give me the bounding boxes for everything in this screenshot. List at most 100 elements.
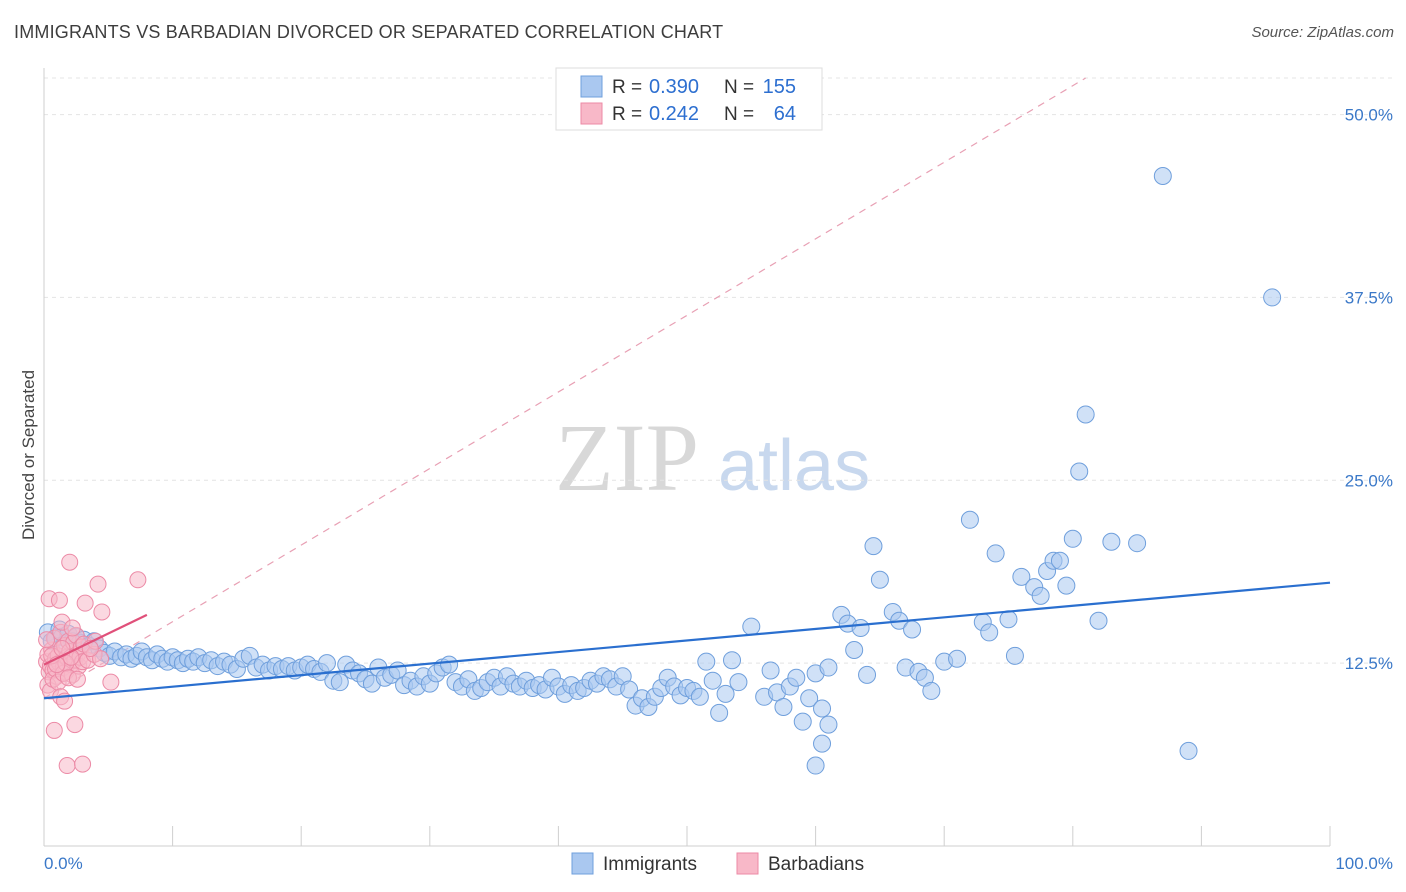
immigrants-point [1089,611,1108,630]
legend-immigrants-swatch [571,852,594,875]
watermark-zip: ZIP [555,404,699,511]
barbadians-n-label: N = [724,104,754,125]
barbadians-point [102,673,120,691]
immigrants-point [922,681,941,700]
stats-legend: R = 0.390 N = 155 R = 0.242 N = 64 [555,67,823,131]
immigrants-point [742,617,761,636]
immigrants-point [1070,462,1089,481]
x-tick-label-min: 0.0% [44,854,83,873]
immigrants-point [864,537,883,556]
immigrants-point [729,673,748,692]
immigrants-point [819,715,838,734]
barbadians-point [38,631,56,649]
immigrants-n-value: 155 [763,76,796,98]
immigrants-r-value: 0.390 [649,76,699,98]
legend-barbadians-swatch [736,852,759,875]
barbadians-point [92,650,110,668]
immigrants-point [980,623,999,642]
immigrants-point [710,703,729,722]
immigrants-point [703,671,722,690]
immigrants-point [986,544,1005,563]
chart-title: IMMIGRANTS VS BARBADIAN DIVORCED OR SEPA… [14,22,724,42]
trend-lines [43,581,1331,700]
y-tick-label: 12.5% [1345,654,1393,673]
y-axis-title: Divorced or Separated [19,370,38,540]
immigrants-point [1153,167,1172,186]
points-layer [38,167,1282,775]
legend-barbadians-label: Barbadians [768,854,864,875]
immigrants-point [999,610,1018,629]
barbadians-point [58,757,76,775]
barbadians-n-value: 64 [774,103,796,125]
immigrants-point [1128,534,1147,553]
immigrants-point [1263,288,1282,307]
immigrants-point [716,684,735,703]
immigrants-point [697,652,716,671]
immigrants-point [903,620,922,639]
immigrants-point [1057,576,1076,595]
source-label: Source: ZipAtlas.com [1251,24,1394,41]
immigrants-point [330,673,349,692]
immigrants-point [1005,646,1024,665]
immigrants-point [819,658,838,677]
immigrants-point [1050,551,1069,570]
immigrants-point [690,687,709,706]
y-tick-label: 50.0% [1345,106,1393,125]
immigrants-n-label: N = [724,77,754,98]
immigrants-point [858,665,877,684]
immigrants-point [723,651,742,670]
barbadians-trend-line [43,613,148,666]
immigrants-point [1076,405,1095,424]
reference-line [43,77,1086,699]
immigrants-point [851,619,870,638]
barbadians-point [61,553,79,571]
legend-immigrants-label: Immigrants [603,854,697,875]
immigrants-point [774,698,793,717]
reference-line-layer [43,77,1086,699]
immigrants-point [1031,586,1050,605]
barbadians-point [74,755,92,773]
barbadians-point [66,716,84,734]
barbadians-point [68,670,86,688]
watermark-atlas: atlas [718,426,870,506]
immigrants-point [813,734,832,753]
y-tick-label: 25.0% [1345,471,1393,490]
immigrants-point [1102,532,1121,551]
barbadians-point [129,571,147,589]
immigrants-point [806,756,825,775]
axes [43,68,1331,847]
barbadians-swatch [580,102,603,125]
immigrants-point [800,689,819,708]
immigrants-trend-line [43,581,1331,700]
immigrants-r-label: R = [612,77,642,98]
immigrants-point [948,649,967,668]
barbadians-point [50,591,68,609]
x-tick-label-max: 100.0% [1335,854,1393,873]
watermark: ZIP atlas [555,404,870,511]
immigrants-swatch [580,75,603,98]
barbadians-point [89,575,107,593]
barbadians-point [63,619,81,637]
immigrants-point [440,655,459,674]
immigrants-point [793,712,812,731]
series-legend: Immigrants Barbadians [571,852,864,875]
barbadians-r-value: 0.242 [649,103,699,125]
immigrants-point [620,680,639,699]
barbadians-r-label: R = [612,104,642,125]
immigrants-point [1179,741,1198,760]
immigrants-point [1063,529,1082,548]
barbadians-point [45,721,63,739]
immigrants-point [787,668,806,687]
immigrants-point [845,640,864,659]
immigrants-point [1012,567,1031,586]
immigrants-point [761,661,780,680]
immigrants-point [960,510,979,529]
barbadians-point [76,594,94,612]
y-tick-label: 37.5% [1345,288,1393,307]
immigrants-point [813,699,832,718]
immigrants-point [317,654,336,673]
immigrants-point [870,570,889,589]
gridlines: 12.5% 25.0% 37.5% 50.0% [44,77,1393,673]
barbadians-point [93,603,111,621]
